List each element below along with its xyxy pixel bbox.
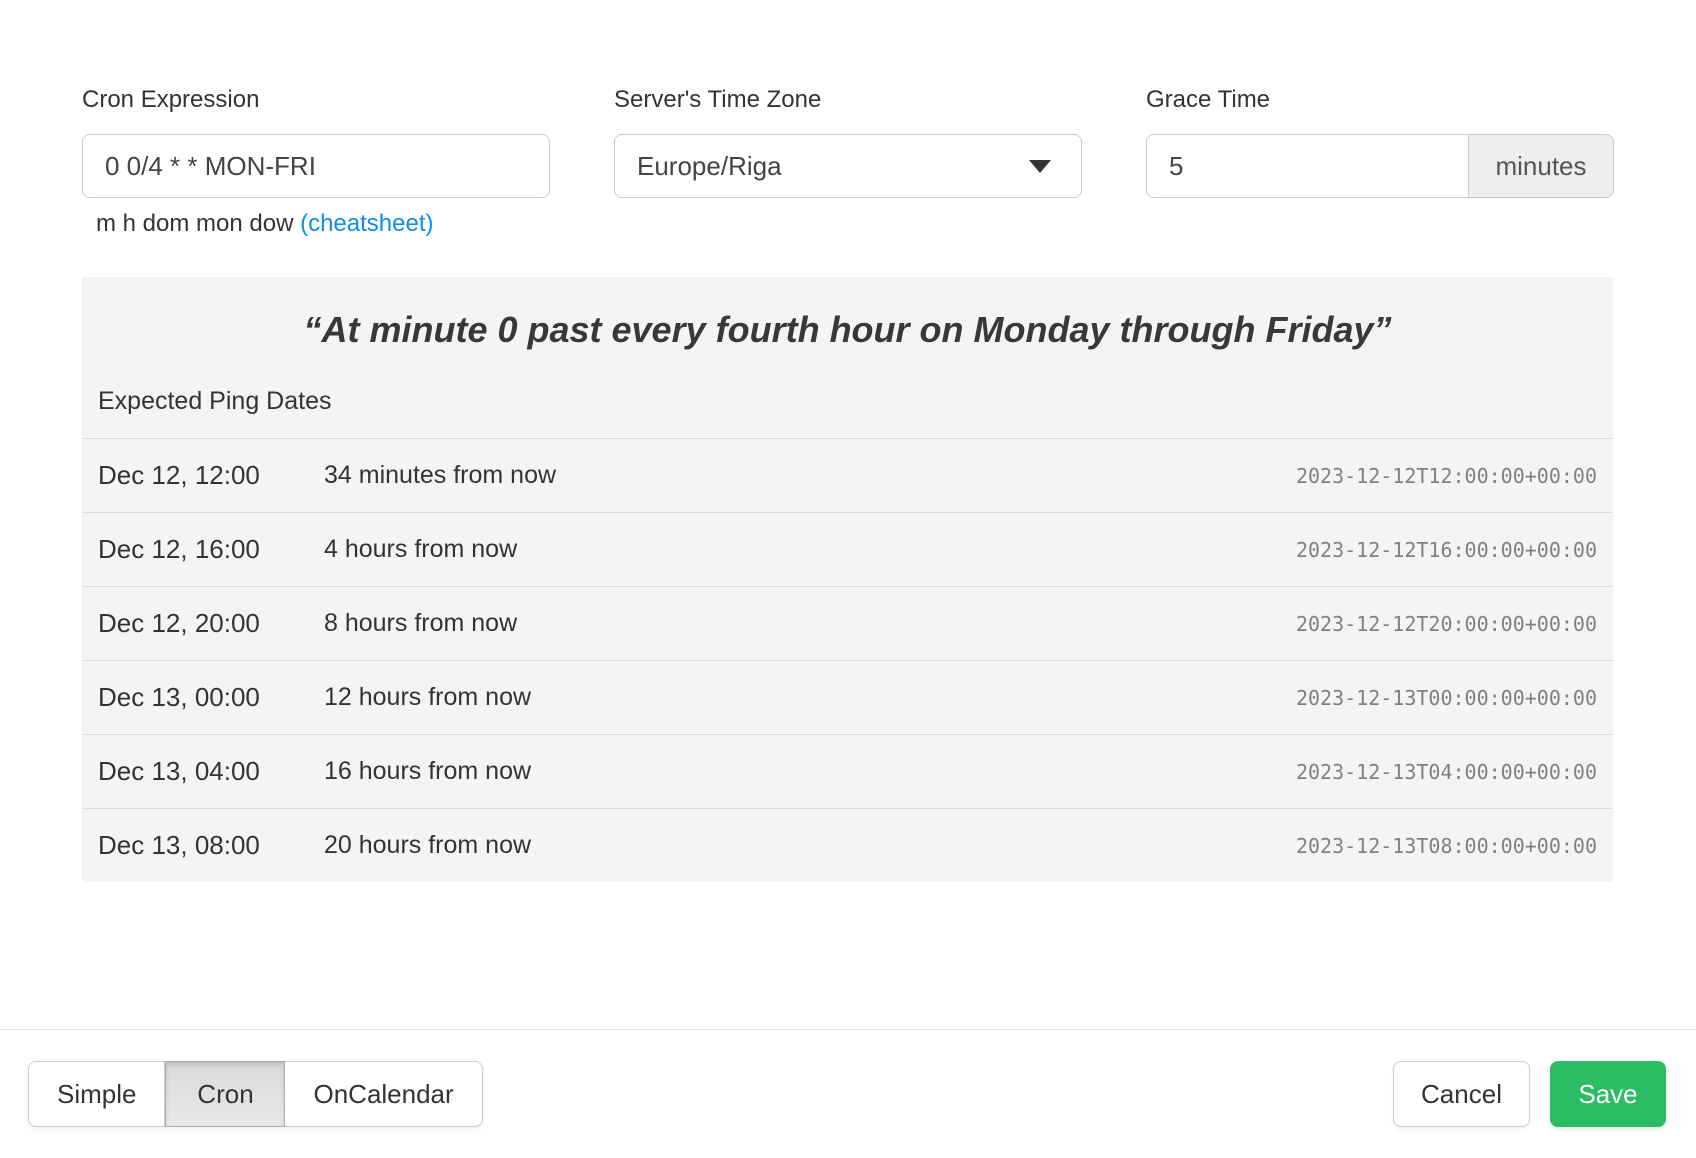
grace-time-group: minutes [1146,134,1614,198]
grace-time-input[interactable] [1146,134,1469,198]
ping-local-time: Dec 12, 12:00 [98,460,260,490]
form-fields-row: Cron Expression m h dom mon dow (cheatsh… [82,86,1614,238]
ping-iso-timestamp: 2023-12-13T08:00:00+00:00 [1295,833,1597,858]
chevron-down-icon [1029,159,1051,173]
cron-preview-panel: “At minute 0 past every fourth hour on M… [82,277,1613,882]
footer-actions: Cancel Save [1393,1061,1666,1127]
ping-relative-time: 16 hours from now [324,757,532,785]
ping-local-time: Dec 12, 16:00 [98,534,260,564]
ping-date-row: Dec 13, 04:00 16 hours from now 2023-12-… [82,734,1613,808]
expected-ping-dates-label: Expected Ping Dates [98,387,332,415]
timezone-label: Server's Time Zone [614,86,822,113]
schedule-mode-switcher: Simple Cron OnCalendar [28,1061,483,1127]
ping-iso-timestamp: 2023-12-12T20:00:00+00:00 [1295,611,1597,636]
ping-relative-time: 20 hours from now [324,831,532,859]
mode-button-simple[interactable]: Simple [28,1061,166,1127]
ping-iso-timestamp: 2023-12-12T12:00:00+00:00 [1295,463,1597,488]
ping-date-row: Dec 13, 00:00 12 hours from now 2023-12-… [82,660,1613,734]
timezone-select[interactable]: Europe/Riga [614,134,1082,198]
ping-local-time: Dec 13, 08:00 [98,830,260,860]
cron-expression-label: Cron Expression [82,86,260,113]
mode-button-cron[interactable]: Cron [165,1061,286,1127]
grace-time-unit: minutes [1469,134,1614,198]
cron-description: “At minute 0 past every fourth hour on M… [303,309,1392,350]
mode-button-oncalendar[interactable]: OnCalendar [285,1061,483,1127]
cron-expression-input[interactable] [82,134,550,198]
cancel-button[interactable]: Cancel [1393,1061,1530,1127]
ping-iso-timestamp: 2023-12-13T04:00:00+00:00 [1295,759,1597,784]
save-button[interactable]: Save [1550,1061,1666,1127]
grace-time-field: Grace Time minutes [1146,86,1614,238]
ping-relative-time: 34 minutes from now [324,461,557,489]
cron-help-line: m h dom mon dow (cheatsheet) [82,210,550,238]
ping-relative-time: 4 hours from now [324,535,518,563]
ping-date-row: Dec 12, 16:00 4 hours from now 2023-12-1… [82,512,1613,586]
ping-iso-timestamp: 2023-12-13T00:00:00+00:00 [1295,685,1597,710]
timezone-selected-value: Europe/Riga [637,150,782,181]
grace-time-label: Grace Time [1146,86,1271,113]
cron-help-text: m h dom mon dow [96,210,294,237]
dialog-footer: Simple Cron OnCalendar Cancel Save [0,1029,1696,1158]
ping-local-time: Dec 12, 20:00 [98,608,260,638]
ping-relative-time: 8 hours from now [324,609,518,637]
ping-local-time: Dec 13, 04:00 [98,756,260,786]
ping-relative-time: 12 hours from now [324,683,532,711]
cron-expression-field: Cron Expression m h dom mon dow (cheatsh… [82,86,550,238]
ping-date-row: Dec 12, 12:00 34 minutes from now 2023-1… [82,438,1613,512]
cheatsheet-link[interactable]: (cheatsheet) [300,210,434,237]
ping-iso-timestamp: 2023-12-12T16:00:00+00:00 [1295,537,1597,562]
ping-local-time: Dec 13, 00:00 [98,682,260,712]
cron-dialog: Cron Expression m h dom mon dow (cheatsh… [0,86,1696,882]
ping-date-row: Dec 13, 08:00 20 hours from now 2023-12-… [82,808,1613,882]
ping-date-row: Dec 12, 20:00 8 hours from now 2023-12-1… [82,586,1613,660]
timezone-field: Server's Time Zone Europe/Riga [614,86,1082,238]
